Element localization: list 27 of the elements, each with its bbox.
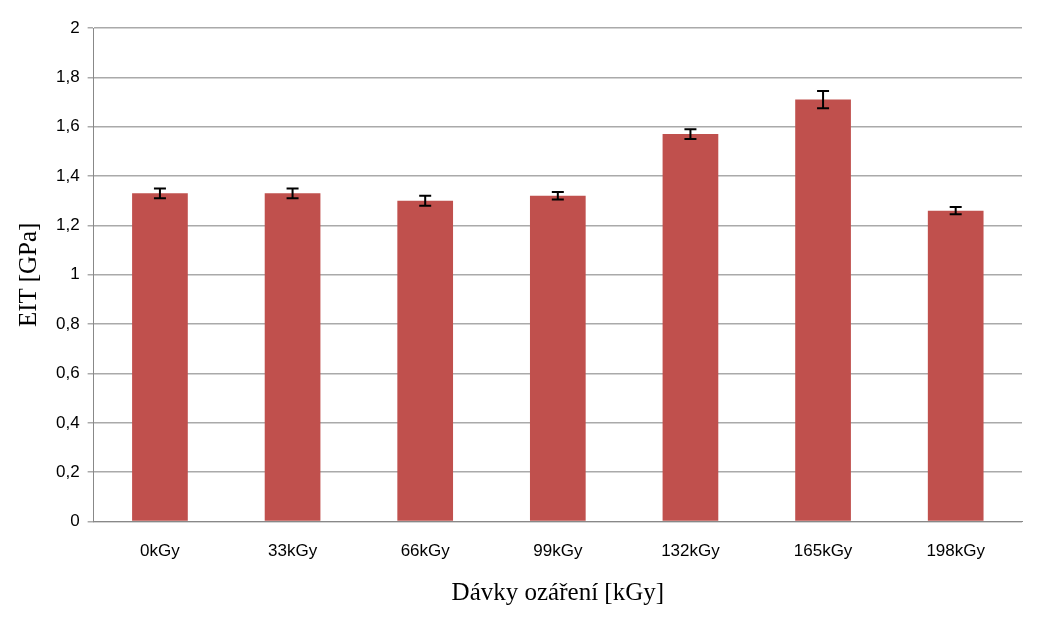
y-tick-label: 1,4 — [55, 165, 80, 185]
y-tick-label: 1,8 — [55, 67, 80, 87]
bar — [927, 210, 984, 521]
bar — [662, 134, 719, 521]
y-tick-label: 0,6 — [55, 363, 80, 383]
x-tick-label: 66kGy — [400, 541, 451, 561]
x-tick-label: 99kGy — [533, 541, 583, 561]
y-axis-title: EIT [GPa] — [13, 222, 41, 327]
x-tick-label: 165kGy — [793, 541, 853, 561]
bar — [264, 193, 321, 521]
bar — [132, 193, 188, 521]
x-tick-label: 0kGy — [140, 541, 181, 561]
y-tick-label: 0 — [70, 511, 80, 531]
y-tick-label: 0,4 — [55, 412, 80, 432]
x-tick-label: 33kGy — [268, 541, 318, 561]
y-tick-label: 1,6 — [55, 116, 80, 136]
bar — [397, 200, 454, 521]
x-tick-label: 198kGy — [926, 541, 986, 561]
y-tick-label: 0,2 — [55, 461, 80, 481]
x-tick-label: 132kGy — [661, 541, 721, 561]
x-axis-title: Dávky ozáření [kGy] — [451, 577, 665, 605]
y-tick-label: 2 — [70, 17, 80, 37]
y-tick-label: 1,2 — [55, 215, 80, 235]
bar — [795, 99, 851, 521]
y-tick-label: 0,8 — [55, 313, 80, 333]
bar — [529, 195, 586, 521]
y-tick-label: 1 — [70, 264, 80, 284]
